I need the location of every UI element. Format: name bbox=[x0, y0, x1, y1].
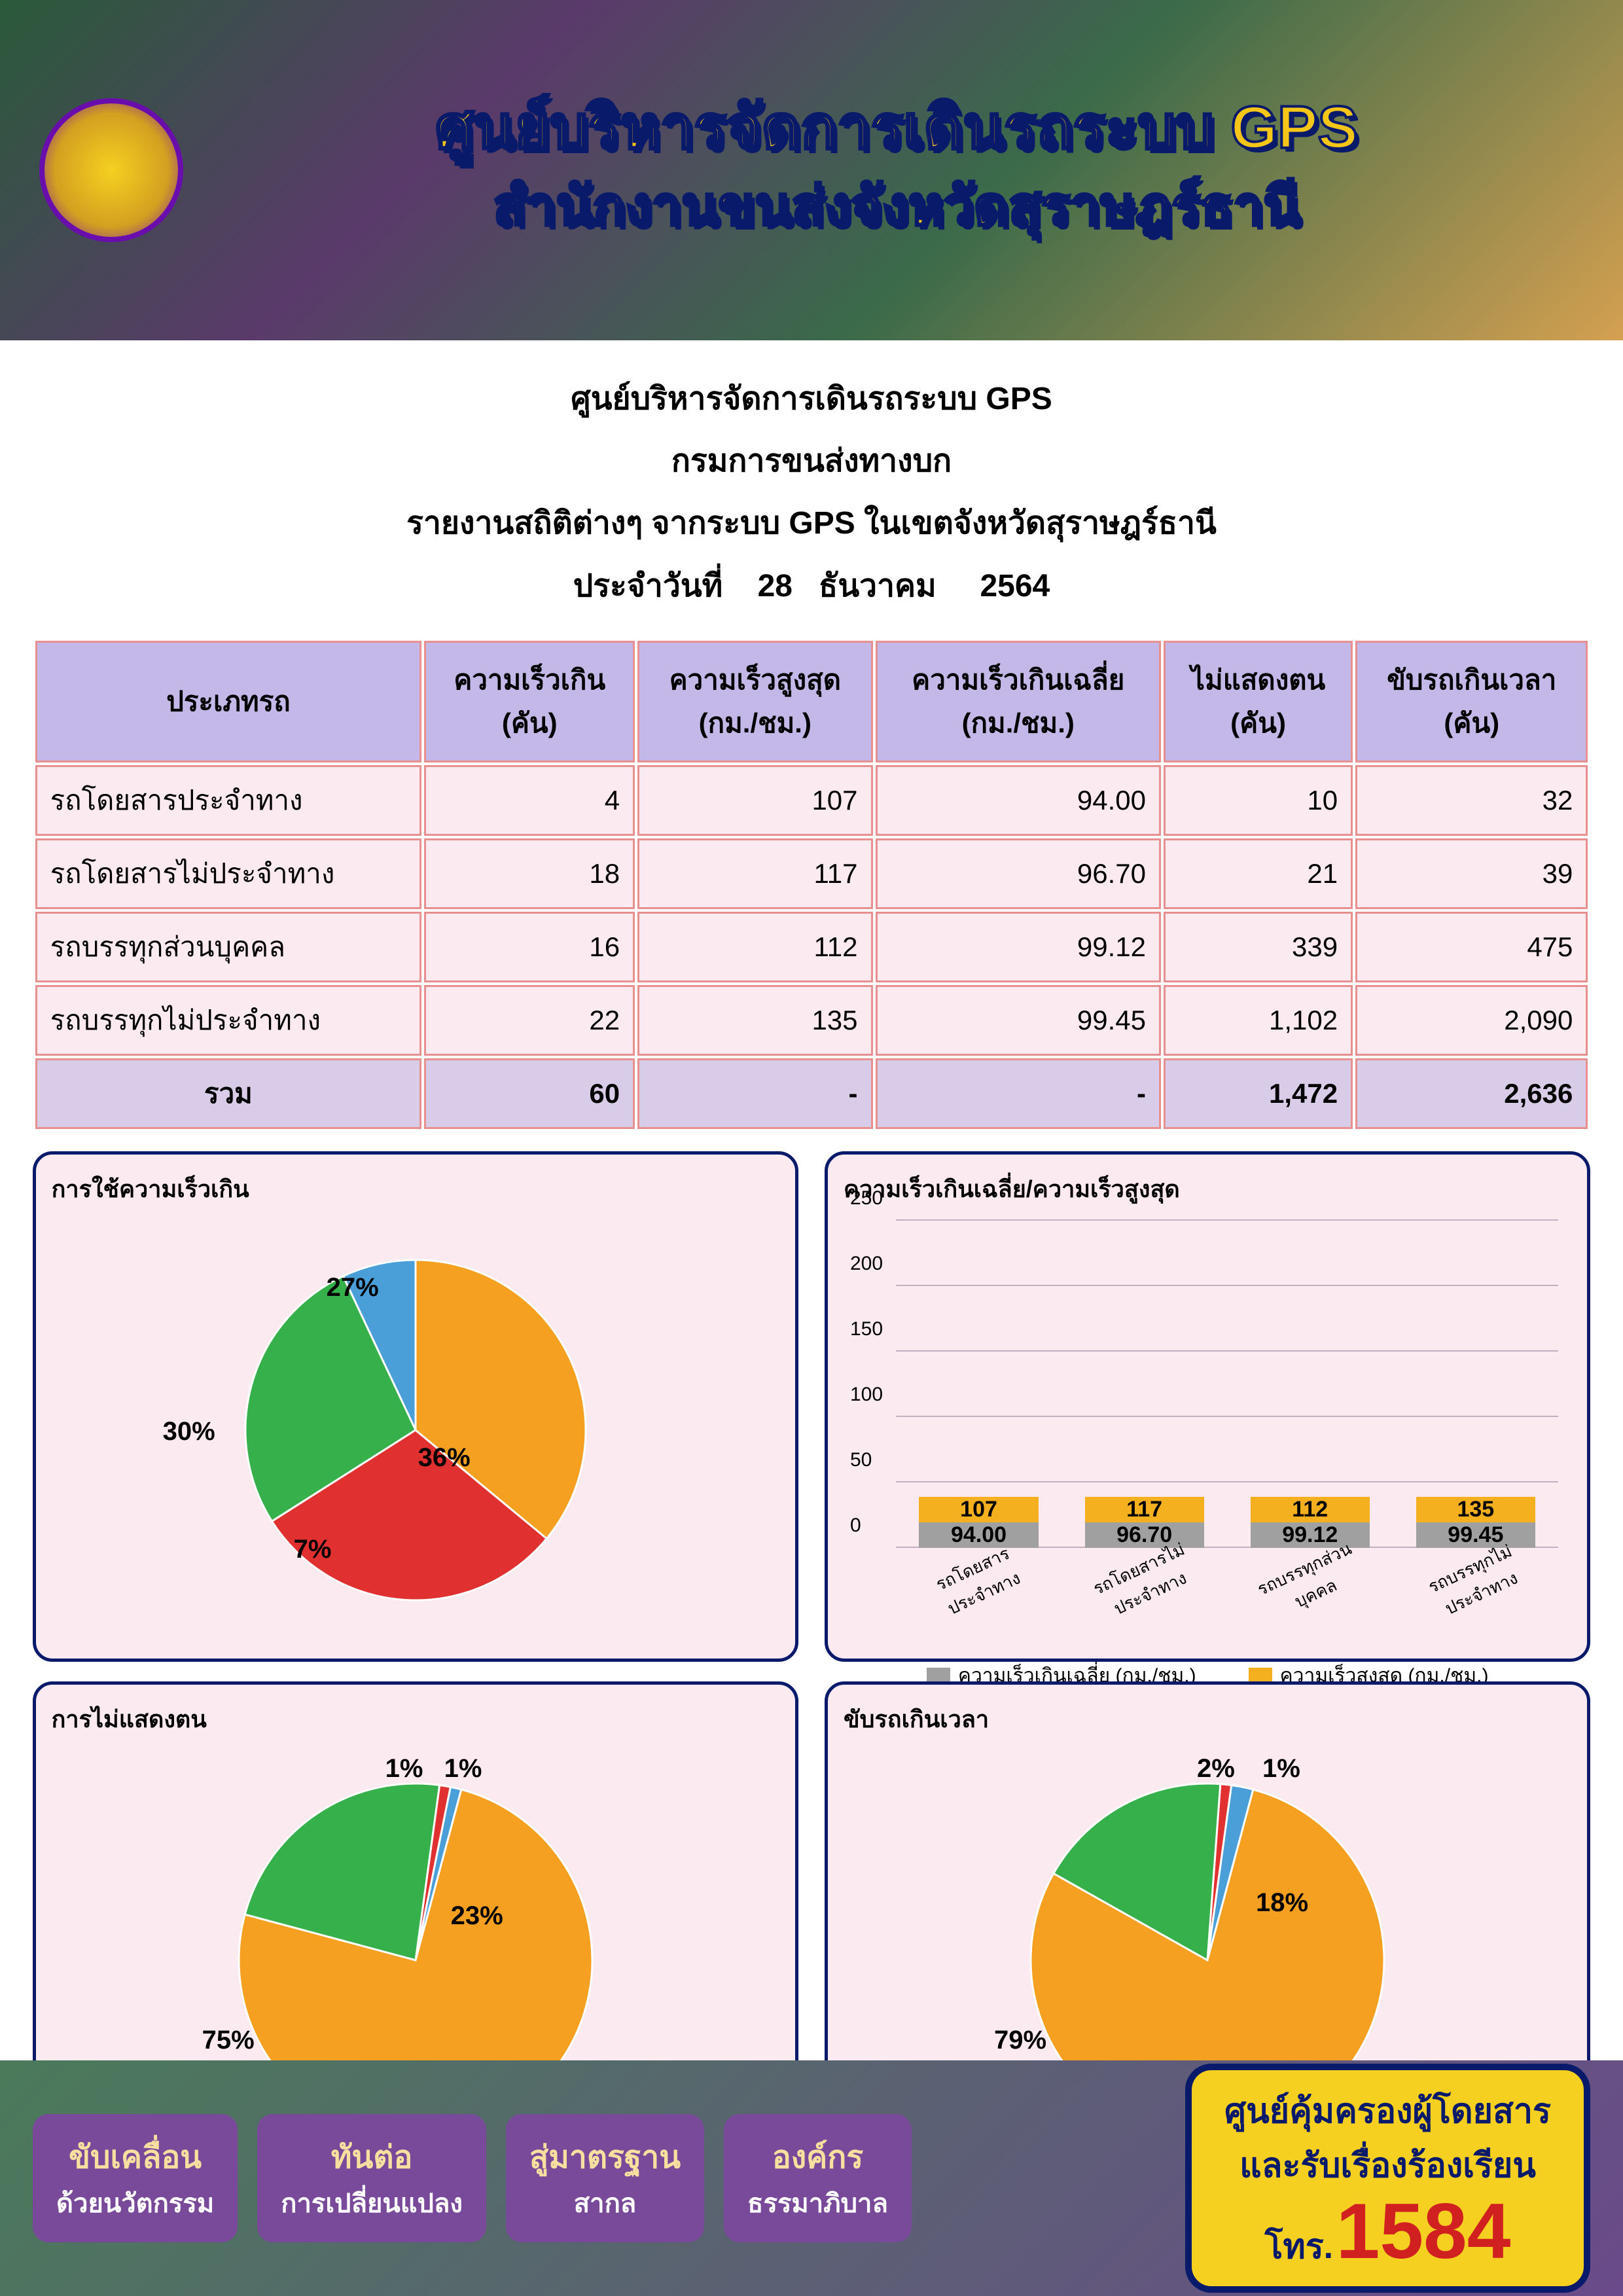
row-value: 22 bbox=[424, 985, 635, 1056]
pie1-title: การใช้ความเร็วเกิน bbox=[52, 1170, 779, 1208]
footer-chip: ขับเคลื่อนด้วยนวัตกรรม bbox=[33, 2114, 238, 2242]
row-value: 4 bbox=[424, 765, 635, 836]
header-title-2: สำนักงานขนส่งจังหวัดสุราษฎร์ธานี bbox=[209, 164, 1584, 249]
chip-title: องค์กร bbox=[747, 2132, 888, 2182]
row-value: 107 bbox=[637, 765, 872, 836]
row-label: รถโดยสารไม่ประจำทาง bbox=[35, 838, 422, 909]
row-value: 2,090 bbox=[1355, 985, 1588, 1056]
report-subheader: ศูนย์บริหารจัดการเดินรถระบบ GPS กรมการขน… bbox=[0, 340, 1623, 638]
table-header: ประเภทรถ bbox=[35, 641, 422, 762]
table-row: รถบรรทุกไม่ประจำทาง2213599.451,1022,090 bbox=[35, 985, 1588, 1056]
table-row: รถโดยสารไม่ประจำทาง1811796.702139 bbox=[35, 838, 1588, 909]
chip-title: สู่มาตรฐาน bbox=[529, 2132, 681, 2182]
table-header: ไม่แสดงตน(คัน) bbox=[1164, 641, 1353, 762]
y-tick-label: 150 bbox=[850, 1318, 883, 1340]
bar-chart-speed: ความเร็วเกินเฉลี่ย/ความเร็วสูงสุด 050100… bbox=[825, 1151, 1590, 1662]
row-label: รถบรรทุกส่วนบุคคล bbox=[35, 912, 422, 982]
chip-title: ทันต่อ bbox=[281, 2132, 463, 2182]
chip-title: ขับเคลื่อน bbox=[56, 2132, 214, 2182]
subheader-line3: รายงานสถิติต่างๆ จากระบบ GPS ในเขตจังหวั… bbox=[0, 493, 1623, 553]
row-label: รถบรรทุกไม่ประจำทาง bbox=[35, 985, 422, 1056]
row-value: 99.12 bbox=[876, 912, 1162, 982]
total-value: 1,472 bbox=[1164, 1058, 1353, 1129]
footer-chip: ทันต่อการเปลี่ยนแปลง bbox=[257, 2114, 486, 2242]
total-label: รวม bbox=[35, 1058, 422, 1129]
header-title-1: ศูนย์บริหารจัดการเดินรถระบบ GPS bbox=[209, 92, 1584, 164]
row-label: รถโดยสารประจำทาง bbox=[35, 765, 422, 836]
row-value: 1,102 bbox=[1164, 985, 1353, 1056]
chip-subtitle: ด้วยนวัตกรรม bbox=[56, 2182, 214, 2224]
pie2-title: การไม่แสดงตน bbox=[52, 1700, 779, 1738]
row-value: 21 bbox=[1164, 838, 1353, 909]
hotline-line2: และรับเรื่องร้องเรียน bbox=[1224, 2138, 1551, 2192]
footer-chip: สู่มาตรฐานสากล bbox=[506, 2114, 704, 2242]
pie-label: 30% bbox=[163, 1417, 215, 1446]
total-value: 60 bbox=[424, 1058, 635, 1129]
subheader-line2: กรมการขนส่งทางบก bbox=[0, 431, 1623, 491]
hotline-line1: ศูนย์คุ้มครองผู้โดยสาร bbox=[1224, 2083, 1551, 2138]
table-header: ความเร็วเกิน(คัน) bbox=[424, 641, 635, 762]
footer-banner: ขับเคลื่อนด้วยนวัตกรรมทันต่อการเปลี่ยนแป… bbox=[0, 2060, 1623, 2296]
row-value: 10 bbox=[1164, 765, 1353, 836]
bar-segment: 107 bbox=[919, 1497, 1038, 1522]
total-value: - bbox=[876, 1058, 1162, 1129]
total-value: - bbox=[637, 1058, 872, 1129]
total-value: 2,636 bbox=[1355, 1058, 1588, 1129]
chip-subtitle: การเปลี่ยนแปลง bbox=[281, 2182, 463, 2224]
hotline-box: ศูนย์คุ้มครองผู้โดยสาร และรับเรื่องร้องเ… bbox=[1185, 2064, 1590, 2293]
chip-subtitle: สากล bbox=[529, 2182, 681, 2224]
row-value: 18 bbox=[424, 838, 635, 909]
row-value: 39 bbox=[1355, 838, 1588, 909]
chip-subtitle: ธรรมาภิบาล bbox=[747, 2182, 888, 2224]
row-value: 32 bbox=[1355, 765, 1588, 836]
footer-chip: องค์กรธรรมาภิบาล bbox=[724, 2114, 912, 2242]
y-tick-label: 100 bbox=[850, 1384, 883, 1406]
table-total-row: รวม60--1,4722,636 bbox=[35, 1058, 1588, 1129]
bar-segment: 112 bbox=[1251, 1497, 1370, 1522]
y-tick-label: 0 bbox=[850, 1515, 861, 1537]
hotline-prefix: โทร. bbox=[1265, 2228, 1334, 2266]
row-value: 112 bbox=[637, 912, 872, 982]
bar-segment: 135 bbox=[1416, 1497, 1535, 1522]
table-row: รถโดยสารประจำทาง410794.001032 bbox=[35, 765, 1588, 836]
row-value: 99.45 bbox=[876, 985, 1162, 1056]
bar-chart-area: 05010015020025094.0010796.7011799.121129… bbox=[896, 1221, 1558, 1548]
subheader-line1: ศูนย์บริหารจัดการเดินรถระบบ GPS bbox=[0, 369, 1623, 429]
y-tick-label: 250 bbox=[850, 1187, 883, 1210]
row-value: 339 bbox=[1164, 912, 1353, 982]
table-header: ขับรถเกินเวลา(คัน) bbox=[1355, 641, 1588, 762]
pie-chart-speed: การใช้ความเร็วเกิน 7%27%30%36% bbox=[33, 1151, 798, 1662]
subheader-date: ประจำวันที่ 28 ธันวาคม 2564 bbox=[0, 556, 1623, 616]
bar-title: ความเร็วเกินเฉลี่ย/ความเร็วสูงสุด bbox=[844, 1170, 1571, 1208]
table-row: รถบรรทุกส่วนบุคคล1611299.12339475 bbox=[35, 912, 1588, 982]
stats-table: ประเภทรถความเร็วเกิน(คัน)ความเร็วสูงสุด(… bbox=[33, 638, 1591, 1132]
bar-segment: 117 bbox=[1085, 1497, 1204, 1522]
y-tick-label: 50 bbox=[850, 1449, 872, 1471]
row-value: 16 bbox=[424, 912, 635, 982]
y-tick-label: 200 bbox=[850, 1253, 883, 1275]
row-value: 94.00 bbox=[876, 765, 1162, 836]
row-value: 135 bbox=[637, 985, 872, 1056]
row-value: 475 bbox=[1355, 912, 1588, 982]
hotline-number: 1584 bbox=[1336, 2187, 1511, 2275]
table-header: ความเร็วสูงสุด(กม./ชม.) bbox=[637, 641, 872, 762]
pie1-svg bbox=[232, 1247, 599, 1613]
pie3-title: ขับรถเกินเวลา bbox=[844, 1700, 1571, 1738]
row-value: 96.70 bbox=[876, 838, 1162, 909]
header-banner: ศูนย์บริหารจัดการเดินรถระบบ GPS สำนักงาน… bbox=[0, 0, 1623, 340]
table-header: ความเร็วเกินเฉลี่ย(กม./ชม.) bbox=[876, 641, 1162, 762]
row-value: 117 bbox=[637, 838, 872, 909]
agency-logo bbox=[39, 98, 183, 242]
